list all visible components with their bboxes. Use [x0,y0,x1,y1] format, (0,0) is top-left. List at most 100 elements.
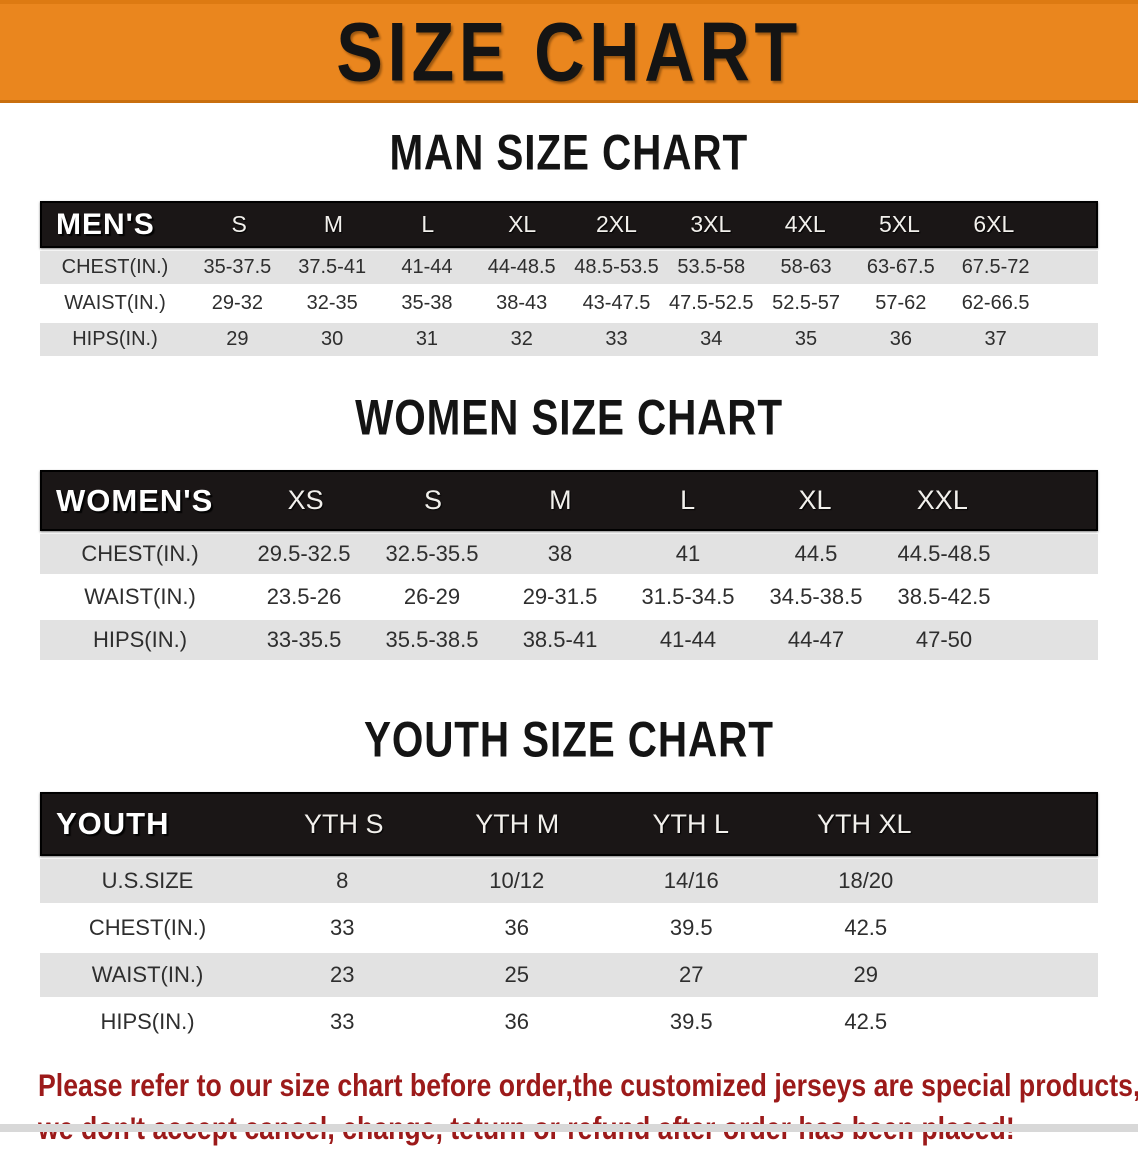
table-row: HIPS(IN.) 33-35.5 35.5-38.5 38.5-41 41-44 44-… [40,620,1098,660]
column-header: 3XL [690,211,732,237]
table-row: WAIST(IN.) 23.5-26 26-29 29-31.5 31.5-34.5 34… [40,577,1098,617]
data-cell: 44.5-48.5 [897,541,991,566]
table-row: U.S.SIZE 8 10/12 14/16 18/20 [40,859,1098,903]
data-cell: 67.5-72 [961,256,1030,278]
data-cell: 10/12 [489,868,545,893]
youth-size-table: YOUTH YTH S YTH M YTH L YTH XL U.S.SIZE 8 10/12… [40,792,1098,1044]
data-cell: 35-38 [401,292,453,314]
data-cell: 36 [889,328,912,350]
column-header: XS [287,485,324,515]
data-cell: 62-66.5 [961,292,1030,314]
column-header: 4XL [784,211,826,237]
column-header: L [421,211,435,237]
column-header: M [549,485,572,515]
column-header: YTH L [652,808,730,839]
data-cell: 25 [504,962,529,987]
table-header-row: WOMEN'S XS S M L XL XXL [40,470,1098,531]
row-label: CHEST(IN.) [88,915,207,940]
data-cell: 29 [226,328,249,350]
table-row: WAIST(IN.) 23 25 27 29 [40,953,1098,997]
table-row: WAIST(IN.) 29-32 32-35 35-38 38-43 43-47.5 47.… [40,287,1098,320]
data-cell: 41-44 [401,256,453,278]
column-header: M [323,211,344,237]
data-cell: 53.5-58 [677,256,746,278]
data-cell: 14/16 [663,868,719,893]
data-cell: 44-47 [787,627,845,652]
data-cell: 33-35.5 [266,627,342,652]
row-label: CHEST(IN.) [81,541,199,566]
data-cell: 41-44 [659,627,717,652]
row-label: WAIST(IN.) [84,584,196,609]
column-header: YTH S [303,808,384,839]
womens-section-heading: WOMEN SIZE CHART [355,388,783,446]
data-cell: 26-29 [403,584,461,609]
data-cell: 44-48.5 [487,256,556,278]
data-cell: 38 [547,541,573,566]
data-cell: 47.5-52.5 [669,292,754,314]
womens-section: WOMEN SIZE CHART WOMEN'S XS S M L XL XXL CHEST(… [0,388,1138,660]
data-cell: 34.5-38.5 [769,584,863,609]
data-cell: 48.5-53.5 [574,256,659,278]
data-cell: 42.5 [844,1009,888,1034]
banner-title: SIZE CHART [336,5,802,99]
row-label: U.S.SIZE [101,868,194,893]
data-cell: 33 [330,915,355,940]
data-cell: 38.5-41 [522,627,598,652]
column-header: S [423,485,442,515]
column-header: YTH M [475,808,560,839]
data-cell: 23.5-26 [266,584,342,609]
data-cell: 42.5 [844,915,888,940]
youth-section: YOUTH SIZE CHART YOUTH YTH S YTH M YTH L YTH… [0,710,1138,1044]
table-row: HIPS(IN.) 29 30 31 32 33 34 35 36 37 [40,323,1098,356]
bottom-strip-decoration [0,1124,1138,1132]
data-cell: 32.5-35.5 [385,541,479,566]
row-label: HIPS(IN.) [92,627,188,652]
data-cell: 31.5-34.5 [641,584,735,609]
data-cell: 35 [794,328,818,350]
womens-size-table: WOMEN'S XS S M L XL XXL CHEST(IN.) 29.5-32.5 32.5… [40,470,1098,660]
row-label: CHEST(IN.) [61,256,169,278]
table-corner-label: MEN'S [56,207,155,241]
mens-section-heading: MAN SIZE CHART [389,123,749,181]
data-cell: 58-63 [780,256,832,278]
disclaimer-line-1: Please refer to our size chart before or… [38,1067,1138,1104]
data-cell: 39.5 [669,915,713,940]
data-cell: 23 [330,962,355,987]
column-header: 6XL [973,211,1015,237]
data-cell: 27 [679,962,704,987]
column-header: S [231,211,247,237]
mens-size-table: MEN'S S M L XL 2XL 3XL 4XL 5XL 6XL CHEST(IN.) 35-37… [40,201,1098,356]
data-cell: 63-67.5 [866,256,935,278]
data-cell: 18/20 [838,868,894,893]
data-cell: 36 [504,1009,529,1034]
table-row: CHEST(IN.) 33 36 39.5 42.5 [40,906,1098,950]
data-cell: 44.5 [794,541,838,566]
data-cell: 39.5 [669,1009,713,1034]
table-corner-label: WOMEN'S [56,482,214,518]
data-cell: 41 [675,541,701,566]
column-header: 5XL [879,211,920,237]
column-header: 2XL [596,211,637,237]
data-cell: 38.5-42.5 [897,584,991,609]
column-header: YTH XL [816,808,912,839]
data-cell: 30 [321,328,344,350]
data-cell: 33 [605,328,628,350]
data-cell: 35-37.5 [203,256,272,278]
data-cell: 34 [700,328,723,350]
row-label: HIPS(IN.) [72,328,158,350]
data-cell: 29.5-32.5 [257,541,351,566]
data-cell: 29-32 [211,292,263,314]
data-cell: 29-31.5 [522,584,598,609]
data-cell: 8 [336,868,349,893]
data-cell: 31 [415,328,439,350]
table-header-row: YOUTH YTH S YTH M YTH L YTH XL [40,792,1098,856]
data-cell: 38-43 [496,292,548,314]
table-corner-label: YOUTH [56,806,170,841]
youth-section-heading: YOUTH SIZE CHART [364,710,774,768]
column-header: XL [798,485,832,515]
column-header: XXL [916,485,968,515]
data-cell: 33 [330,1009,355,1034]
row-label: WAIST(IN.) [91,962,204,987]
table-header-row: MEN'S S M L XL 2XL 3XL 4XL 5XL 6XL [40,201,1098,248]
data-cell: 29 [853,962,878,987]
